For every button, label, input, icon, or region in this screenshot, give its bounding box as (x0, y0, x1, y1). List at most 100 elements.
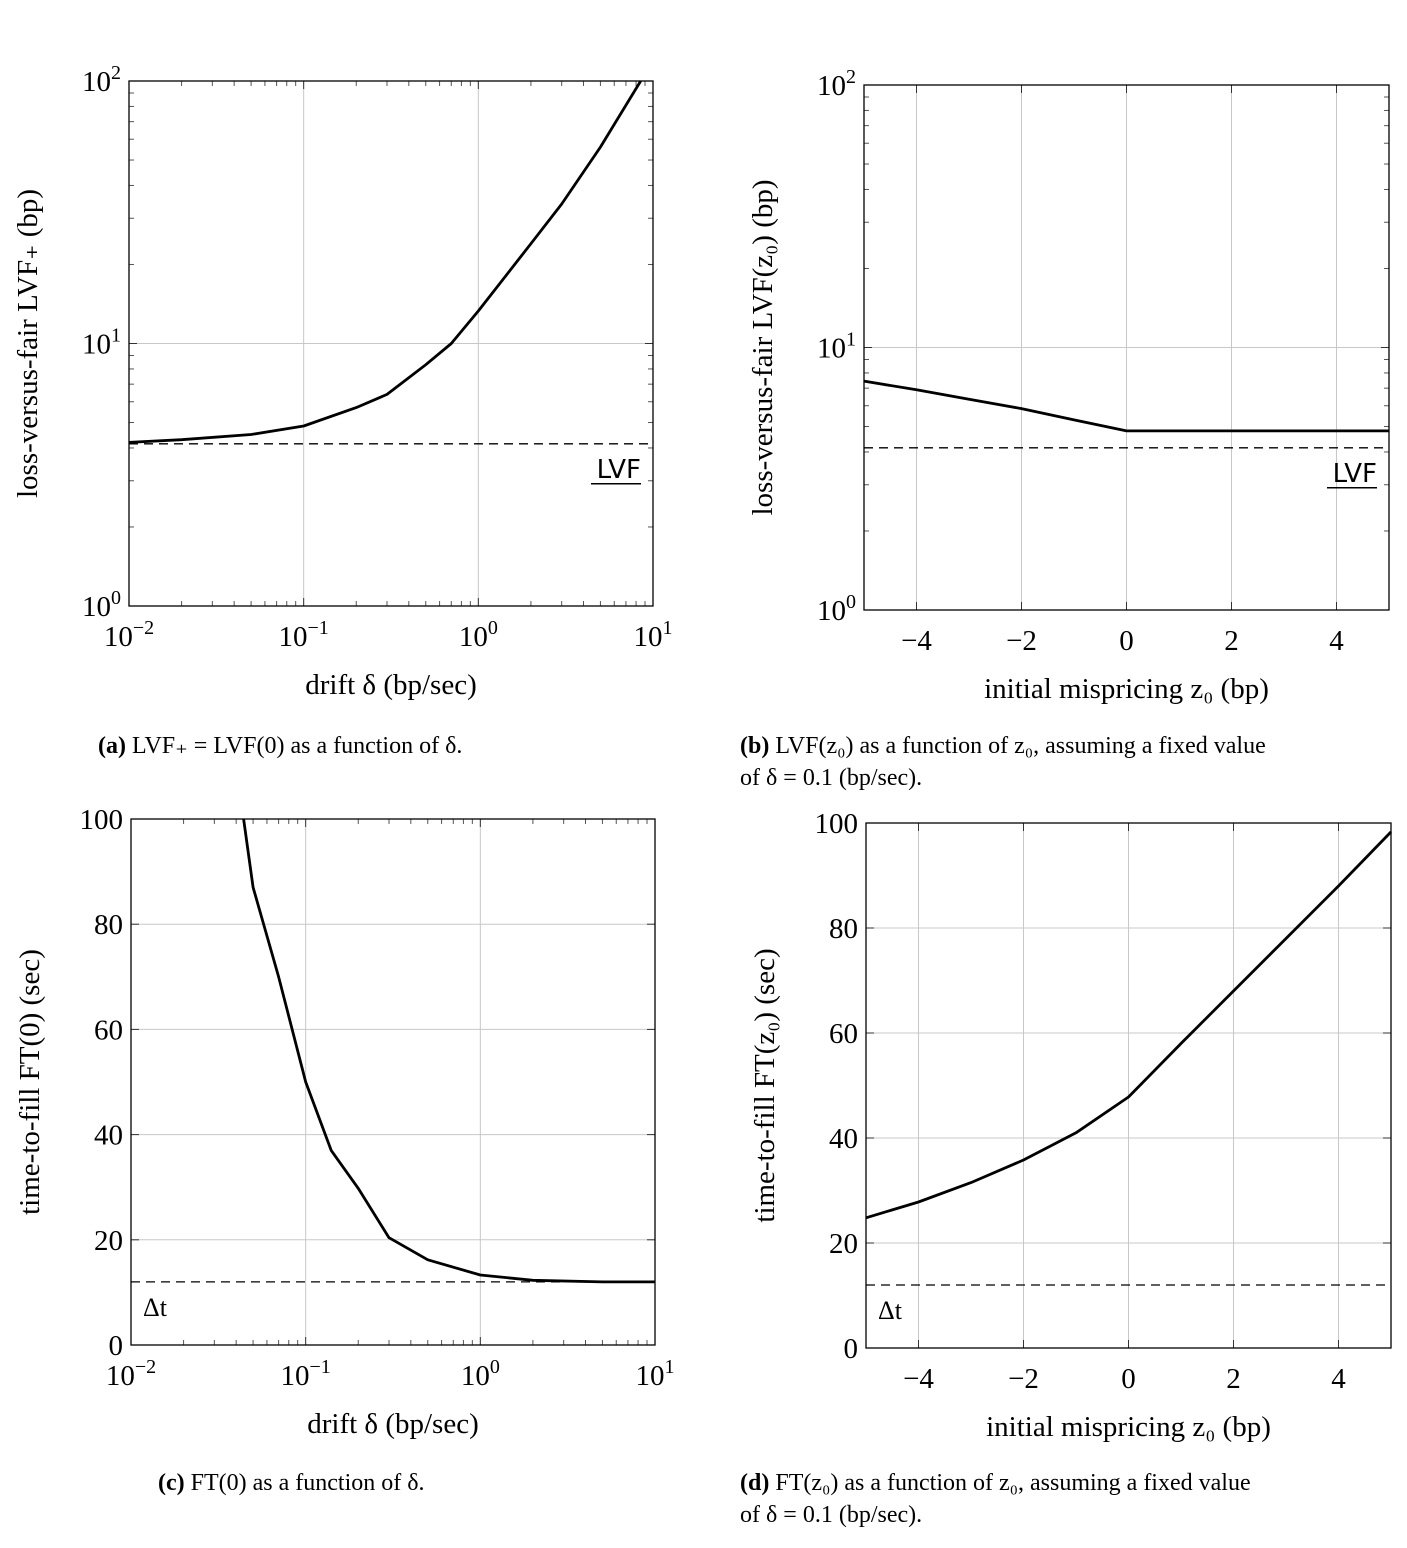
y-tick-label: 60 (94, 1014, 123, 1046)
annotation-label: Δt (143, 1293, 168, 1322)
x-tick-label: 10−2 (106, 1356, 156, 1392)
tick-exponent: 2 (846, 66, 856, 88)
caption-c: (c) FT(0) as a function of δ. (158, 1467, 425, 1499)
plot-frame (863, 84, 1390, 611)
x-tick-label: 4 (1329, 625, 1344, 657)
tick-base: 10 (459, 621, 488, 653)
series-line (242, 818, 655, 1284)
y-axis-label: loss-versus-fair LVF₊ (bp) (12, 189, 44, 498)
tick-base: 10 (461, 1360, 490, 1392)
tick-exponent: −2 (133, 617, 154, 639)
tick-exponent: 0 (846, 591, 856, 613)
y-tick-label: 60 (829, 1018, 858, 1050)
tick-base: 10 (279, 621, 308, 653)
x-axis-label: initial mispricing z₀ (bp) (984, 673, 1269, 705)
plot-frame (865, 822, 1392, 1349)
tick-base: 10 (281, 1360, 310, 1392)
tick-base: 10 (82, 66, 111, 98)
x-tick-label: −2 (1008, 1363, 1039, 1395)
tick-exponent: 0 (111, 587, 121, 609)
y-tick-label: 80 (829, 913, 858, 945)
series-line (863, 379, 1389, 433)
y-axis-label: time-to-fill FT(0) (sec) (14, 949, 46, 1215)
x-tick-label: 101 (636, 1356, 675, 1392)
x-tick-label: −4 (901, 625, 932, 657)
tick-base: 10 (636, 1360, 665, 1392)
annotation-label: LVF (1333, 459, 1377, 489)
x-tick-label: 2 (1224, 625, 1239, 657)
caption-text: LVF(z₀) as a function of z₀, assuming a … (775, 733, 1266, 759)
tick-base: 10 (634, 621, 663, 653)
caption-b: (b) LVF(z₀) as a function of z₀, assumin… (740, 730, 1266, 794)
tick-base: 10 (82, 329, 111, 361)
caption-text: FT(z₀) as a function of z₀, assuming a f… (775, 1470, 1251, 1496)
y-tick-label: 80 (94, 909, 123, 941)
x-tick-label: 4 (1331, 1363, 1346, 1395)
tick-base: 10 (82, 591, 111, 623)
tick-exponent: 1 (663, 617, 673, 639)
x-tick-label: 10−1 (279, 617, 329, 653)
caption-text-line2: of δ = 0.1 (bp/sec). (740, 1502, 923, 1528)
tick-base: 10 (817, 595, 846, 627)
tick-exponent: 1 (846, 329, 856, 351)
x-tick-label: −2 (1006, 625, 1037, 657)
y-tick-label: 20 (94, 1225, 123, 1257)
annotation-label: Δt (878, 1296, 903, 1325)
y-tick-label: 102 (82, 62, 121, 98)
y-axis-label: time-to-fill FT(z₀) (sec) (749, 948, 781, 1222)
caption-text: FT(0) as a function of δ. (190, 1470, 425, 1496)
x-tick-label: 101 (634, 617, 673, 653)
tick-exponent: −1 (310, 1356, 331, 1378)
annotation-label: LVF (597, 455, 641, 485)
x-axis-label: drift δ (bp/sec) (305, 669, 477, 701)
caption-text: LVF₊ = LVF(0) as a function of δ. (131, 733, 463, 759)
tick-exponent: 0 (490, 1356, 500, 1378)
caption-label: (d) (740, 1470, 770, 1496)
plot-frame (128, 80, 654, 607)
tick-base: 10 (817, 333, 846, 365)
tick-base: 10 (817, 70, 846, 102)
caption-label: (a) (98, 733, 126, 759)
y-tick-label: 0 (109, 1330, 124, 1362)
y-tick-label: 100 (80, 804, 124, 836)
x-tick-label: 2 (1226, 1363, 1241, 1395)
tick-exponent: −1 (308, 617, 329, 639)
tick-exponent: 1 (111, 325, 121, 347)
y-tick-label: 40 (94, 1120, 123, 1152)
caption-a: (a) LVF₊ = LVF(0) as a function of δ. (98, 730, 462, 762)
y-tick-label: 100 (815, 808, 859, 840)
y-tick-label: 100 (82, 587, 121, 623)
tick-exponent: −2 (135, 1356, 156, 1378)
x-axis-label: initial mispricing z₀ (bp) (986, 1411, 1271, 1443)
x-tick-label: 10−2 (104, 617, 154, 653)
x-axis-label: drift δ (bp/sec) (307, 1408, 479, 1440)
y-tick-label: 101 (817, 329, 856, 365)
tick-exponent: 0 (488, 617, 498, 639)
x-tick-label: 0 (1121, 1363, 1136, 1395)
tick-exponent: 1 (665, 1356, 675, 1378)
x-tick-label: 0 (1119, 625, 1134, 657)
caption-label: (b) (740, 733, 770, 759)
caption-text-line2: of δ = 0.1 (bp/sec). (740, 765, 923, 791)
x-tick-label: −4 (903, 1363, 934, 1395)
x-tick-label: 10−1 (281, 1356, 331, 1392)
y-tick-label: 40 (829, 1123, 858, 1155)
caption-label: (c) (158, 1470, 185, 1496)
tick-exponent: 2 (111, 62, 121, 84)
y-tick-label: 101 (82, 325, 121, 361)
series-line (128, 80, 642, 444)
tick-base: 10 (106, 1360, 135, 1392)
x-tick-label: 100 (459, 617, 498, 653)
caption-d: (d) FT(z₀) as a function of z₀, assuming… (740, 1467, 1251, 1531)
y-tick-label: 102 (817, 66, 856, 102)
y-tick-label: 20 (829, 1228, 858, 1260)
y-axis-label: loss-versus-fair LVF(z₀) (bp) (747, 179, 779, 515)
plot-frame (130, 818, 656, 1346)
x-tick-label: 100 (461, 1356, 500, 1392)
y-tick-label: 0 (844, 1333, 859, 1365)
